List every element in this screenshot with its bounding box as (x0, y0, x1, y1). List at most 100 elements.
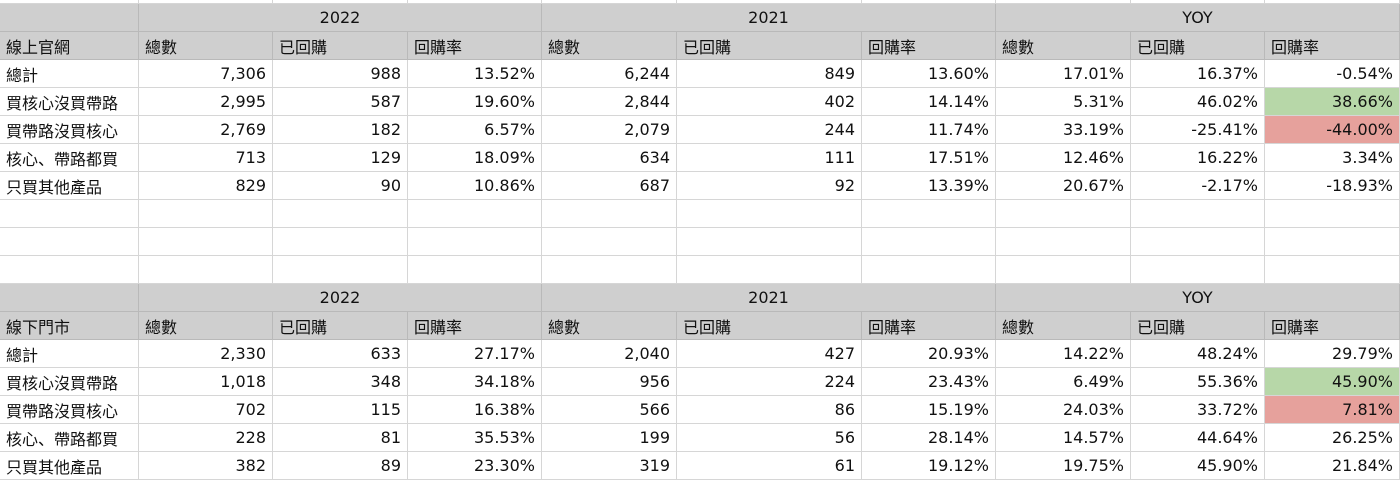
grid-cell-top-strip[interactable] (677, 0, 862, 4)
data-cell[interactable]: 14.57% (996, 424, 1131, 452)
empty-cell[interactable] (677, 200, 862, 228)
column-group-header[interactable]: YOY (996, 4, 1400, 32)
column-header[interactable]: 總數 (996, 32, 1131, 60)
data-cell[interactable]: 92 (677, 172, 862, 200)
data-cell[interactable]: 61 (677, 452, 862, 480)
highlighted-cell[interactable]: 45.90% (1265, 368, 1400, 396)
data-cell[interactable]: 12.46% (996, 144, 1131, 172)
data-cell[interactable]: 27.17% (408, 340, 542, 368)
empty-cell[interactable] (996, 200, 1131, 228)
empty-cell[interactable] (542, 200, 677, 228)
column-header[interactable]: 總數 (996, 312, 1131, 340)
data-cell[interactable]: 26.25% (1265, 424, 1400, 452)
data-cell[interactable]: 3.34% (1265, 144, 1400, 172)
data-cell[interactable]: 35.53% (408, 424, 542, 452)
empty-cell[interactable] (139, 228, 273, 256)
empty-cell[interactable] (1131, 256, 1265, 284)
data-cell[interactable]: 713 (139, 144, 273, 172)
data-cell[interactable]: 2,844 (542, 88, 677, 116)
data-cell[interactable]: 89 (273, 452, 408, 480)
row-label[interactable]: 核心、帶路都買 (0, 144, 139, 172)
column-header[interactable]: 回購率 (1265, 312, 1400, 340)
data-cell[interactable]: 849 (677, 60, 862, 88)
data-cell[interactable]: 2,995 (139, 88, 273, 116)
empty-cell[interactable] (996, 228, 1131, 256)
data-cell[interactable]: 16.37% (1131, 60, 1265, 88)
data-cell[interactable]: 17.51% (862, 144, 996, 172)
data-cell[interactable]: 129 (273, 144, 408, 172)
empty-cell[interactable] (273, 256, 408, 284)
data-cell[interactable]: 228 (139, 424, 273, 452)
row-label[interactable]: 只買其他產品 (0, 452, 139, 480)
data-cell[interactable]: 687 (542, 172, 677, 200)
empty-cell[interactable] (1265, 228, 1400, 256)
column-header[interactable]: 總數 (542, 312, 677, 340)
empty-cell[interactable] (273, 200, 408, 228)
grid-cell-top-strip[interactable] (1131, 0, 1265, 4)
column-group-header[interactable]: YOY (996, 284, 1400, 312)
data-cell[interactable]: 6.57% (408, 116, 542, 144)
data-cell[interactable]: 5.31% (996, 88, 1131, 116)
channel-label[interactable]: 線下門市 (0, 312, 139, 340)
row-label[interactable]: 只買其他產品 (0, 172, 139, 200)
data-cell[interactable]: 46.02% (1131, 88, 1265, 116)
data-cell[interactable]: 13.60% (862, 60, 996, 88)
empty-cell[interactable] (0, 228, 139, 256)
data-cell[interactable]: 182 (273, 116, 408, 144)
grid-cell-top-strip[interactable] (862, 0, 996, 4)
data-cell[interactable]: 199 (542, 424, 677, 452)
empty-cell[interactable] (408, 228, 542, 256)
data-cell[interactable]: -0.54% (1265, 60, 1400, 88)
row-label[interactable]: 買核心沒買帶路 (0, 88, 139, 116)
empty-cell[interactable] (677, 228, 862, 256)
column-header[interactable]: 回購率 (1265, 32, 1400, 60)
data-cell[interactable]: 24.03% (996, 396, 1131, 424)
data-cell[interactable]: 28.14% (862, 424, 996, 452)
data-cell[interactable]: 19.75% (996, 452, 1131, 480)
data-cell[interactable]: 15.19% (862, 396, 996, 424)
column-header[interactable]: 總數 (139, 32, 273, 60)
column-header[interactable]: 已回購 (1131, 32, 1265, 60)
empty-cell[interactable] (1131, 200, 1265, 228)
empty-cell[interactable] (862, 228, 996, 256)
empty-cell[interactable] (0, 200, 139, 228)
data-cell[interactable]: 33.72% (1131, 396, 1265, 424)
data-cell[interactable]: -18.93% (1265, 172, 1400, 200)
grid-cell-top-strip[interactable] (0, 0, 139, 4)
data-cell[interactable]: 19.12% (862, 452, 996, 480)
data-cell[interactable]: 244 (677, 116, 862, 144)
data-cell[interactable]: 20.67% (996, 172, 1131, 200)
data-cell[interactable]: 45.90% (1131, 452, 1265, 480)
data-cell[interactable]: 55.36% (1131, 368, 1265, 396)
grid-cell-top-strip[interactable] (996, 0, 1131, 4)
highlighted-cell[interactable]: 7.81% (1265, 396, 1400, 424)
data-cell[interactable]: 319 (542, 452, 677, 480)
data-cell[interactable]: 115 (273, 396, 408, 424)
section-header-label[interactable] (0, 4, 139, 32)
empty-cell[interactable] (862, 200, 996, 228)
data-cell[interactable]: 34.18% (408, 368, 542, 396)
data-cell[interactable]: 10.86% (408, 172, 542, 200)
grid-cell-top-strip[interactable] (408, 0, 542, 4)
data-cell[interactable]: 988 (273, 60, 408, 88)
data-cell[interactable]: 427 (677, 340, 862, 368)
empty-cell[interactable] (677, 256, 862, 284)
column-group-header[interactable]: 2022 (139, 4, 542, 32)
data-cell[interactable]: 402 (677, 88, 862, 116)
data-cell[interactable]: 16.38% (408, 396, 542, 424)
column-header[interactable]: 回購率 (862, 32, 996, 60)
data-cell[interactable]: 11.74% (862, 116, 996, 144)
data-cell[interactable]: 48.24% (1131, 340, 1265, 368)
column-group-header[interactable]: 2021 (542, 4, 996, 32)
data-cell[interactable]: 224 (677, 368, 862, 396)
data-cell[interactable]: 14.22% (996, 340, 1131, 368)
data-cell[interactable]: 2,330 (139, 340, 273, 368)
data-cell[interactable]: 86 (677, 396, 862, 424)
empty-cell[interactable] (1265, 200, 1400, 228)
highlighted-cell[interactable]: 38.66% (1265, 88, 1400, 116)
column-header[interactable]: 回購率 (408, 32, 542, 60)
data-cell[interactable]: 7,306 (139, 60, 273, 88)
data-cell[interactable]: 21.84% (1265, 452, 1400, 480)
row-label[interactable]: 總計 (0, 60, 139, 88)
